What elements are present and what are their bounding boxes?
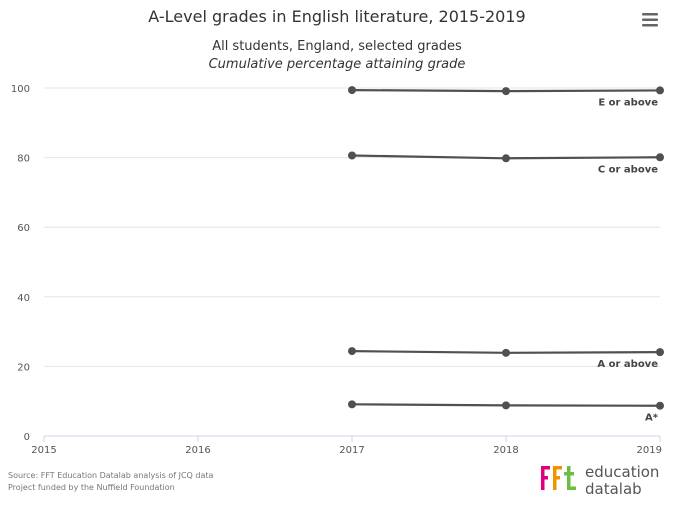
data-point[interactable] xyxy=(502,401,510,410)
x-tick-label: 2019 xyxy=(637,445,662,456)
x-tick-label: 2015 xyxy=(31,445,56,456)
series-line: E or above xyxy=(348,86,664,108)
chart-subtitle-italic: Cumulative percentage attaining grade xyxy=(209,57,466,72)
data-point[interactable] xyxy=(348,86,356,95)
data-point[interactable] xyxy=(656,153,664,162)
series-line: A* xyxy=(348,400,664,424)
x-tick-label: 2016 xyxy=(185,445,210,456)
x-tick-label: 2017 xyxy=(339,445,364,456)
data-point[interactable] xyxy=(656,86,664,95)
series-label: A or above xyxy=(597,359,658,370)
data-point[interactable] xyxy=(502,348,510,357)
data-point[interactable] xyxy=(502,87,510,96)
chart-subtitle: All students, England, selected grades xyxy=(212,39,462,54)
chart-title: A-Level grades in English literature, 20… xyxy=(148,7,525,26)
data-point[interactable] xyxy=(348,400,356,409)
y-tick-label: 0 xyxy=(24,432,30,443)
grid: 0 20 40 60 80 100 xyxy=(11,84,660,443)
data-point[interactable] xyxy=(502,154,510,163)
data-point[interactable] xyxy=(656,348,664,357)
x-tick-label: 2018 xyxy=(493,445,518,456)
series-line: C or above xyxy=(348,151,664,175)
series-line: A or above xyxy=(348,347,664,370)
series-label: E or above xyxy=(598,97,658,108)
y-tick-label: 40 xyxy=(17,293,30,304)
data-point[interactable] xyxy=(656,401,664,410)
y-tick-label: 20 xyxy=(17,362,30,373)
fft-logo-mark xyxy=(541,466,576,490)
hamburger-menu-icon[interactable] xyxy=(636,8,664,32)
y-tick-label: 80 xyxy=(17,154,30,165)
credit-source: Source: FFT Education Datalab analysis o… xyxy=(8,471,214,480)
x-axis: 2015 2016 2017 2018 2019 xyxy=(31,435,662,456)
series-label: C or above xyxy=(598,164,658,175)
plot-area: E or above C or above A or above A* xyxy=(348,86,664,424)
logo-word-education: education xyxy=(585,463,659,481)
y-tick-label: 100 xyxy=(11,84,30,95)
y-tick-label: 60 xyxy=(17,223,30,234)
logo: education datalab xyxy=(541,463,659,498)
logo-word-datalab: datalab xyxy=(585,480,642,498)
series-label: A* xyxy=(645,413,659,424)
credit-funding: Project funded by the Nuffield Foundatio… xyxy=(8,483,175,492)
data-point[interactable] xyxy=(348,347,356,356)
data-point[interactable] xyxy=(348,151,356,160)
